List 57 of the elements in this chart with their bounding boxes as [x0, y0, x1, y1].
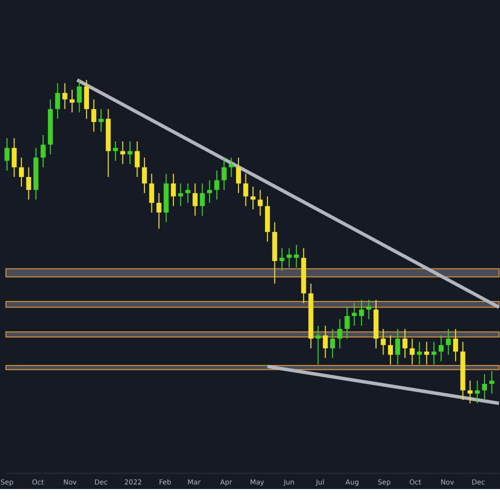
- candlestick: [489, 370, 494, 394]
- candlestick: [228, 157, 234, 178]
- candlestick: [380, 328, 386, 356]
- candlestick: [76, 80, 82, 113]
- candlestick: [62, 82, 68, 110]
- candlestick: [453, 328, 458, 362]
- candlestick: [446, 328, 451, 356]
- candlestick: [84, 80, 90, 120]
- candlestick: [156, 192, 162, 230]
- candlestick: [388, 334, 393, 365]
- candlestick: [200, 182, 205, 216]
- candlestick: [337, 318, 342, 349]
- candlestick: [98, 108, 104, 132]
- candlestick: [482, 374, 488, 401]
- candlestick: [113, 140, 118, 162]
- candlestick: [279, 248, 284, 272]
- candlestick: [26, 166, 32, 200]
- candlestick: [128, 140, 132, 165]
- candlestick: [185, 182, 190, 204]
- candlestick: [344, 306, 350, 340]
- candlestick: [12, 138, 17, 178]
- candlestick: [316, 325, 321, 365]
- candlestick: [424, 341, 430, 365]
- candlestick: [134, 140, 140, 178]
- candlestick: [207, 180, 212, 204]
- candlestick: [243, 173, 248, 207]
- candlestick: [91, 98, 96, 132]
- candlestick: [431, 341, 436, 365]
- candlestick: [468, 380, 473, 404]
- candlestick: [120, 140, 126, 165]
- candlestick: [294, 244, 299, 268]
- candlestick: [438, 334, 444, 362]
- candlestick: [222, 157, 227, 190]
- candlestick: [410, 338, 415, 365]
- candlestick: [178, 182, 184, 207]
- candlestick: [352, 302, 357, 326]
- candlestick: [192, 182, 198, 216]
- candlestick: [149, 173, 154, 214]
- candlestick: [359, 299, 364, 326]
- candlestick: [236, 157, 241, 194]
- candlestick: [142, 157, 147, 194]
- candlestick: [322, 325, 328, 359]
- candlestick: [258, 189, 263, 216]
- candlestick: [395, 328, 400, 365]
- candlestick: [250, 186, 256, 210]
- candlestick: [4, 138, 10, 172]
- candlestick: [170, 173, 176, 207]
- candlestick: [40, 134, 46, 168]
- candlestick: [474, 380, 480, 404]
- candlestick: [416, 341, 422, 365]
- candlestick: [286, 248, 292, 268]
- candlestick: [214, 170, 220, 200]
- candlestick: [55, 82, 60, 120]
- candlestick: [18, 157, 24, 188]
- candlestick: [330, 328, 336, 359]
- candlestick: [70, 89, 75, 113]
- candlestick: [402, 328, 408, 359]
